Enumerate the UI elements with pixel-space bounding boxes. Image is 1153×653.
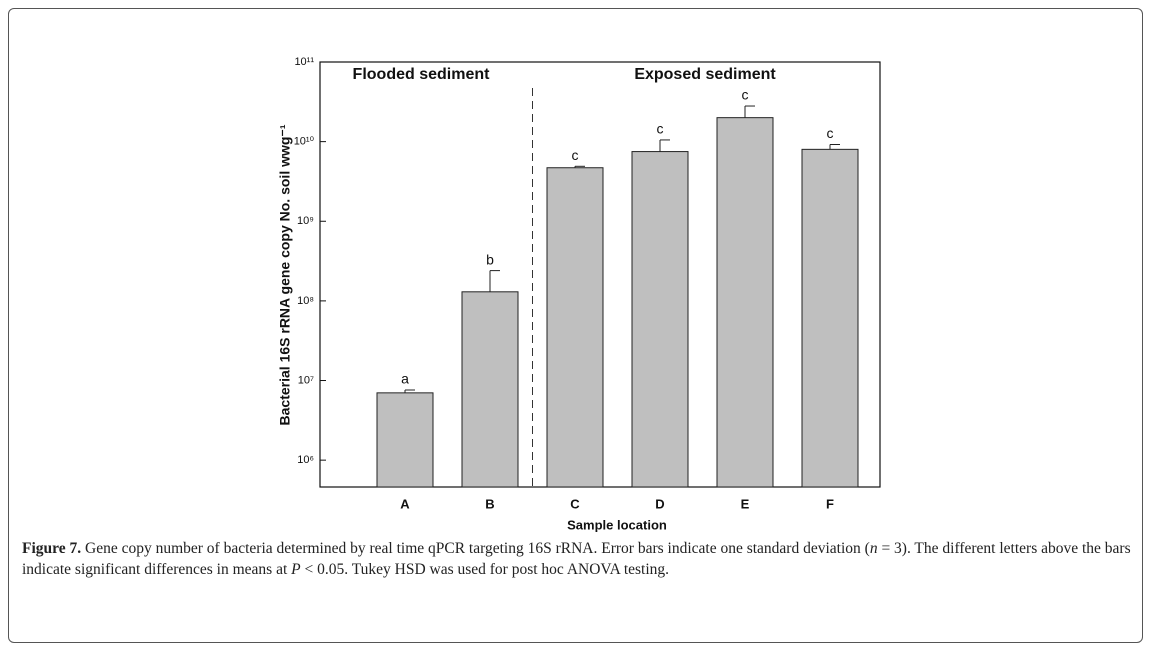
caption-label: Figure 7.	[22, 540, 82, 557]
caption-text: = 3). The different letters above the ba…	[22, 540, 1131, 578]
significance-letter: a	[401, 371, 409, 387]
significance-letter: c	[827, 125, 834, 141]
x-tick-label: B	[485, 496, 494, 511]
figure-frame	[8, 8, 1143, 643]
y-tick-label: 10¹⁰	[294, 136, 315, 148]
y-axis-label: Bacterial 16S rRNA gene copy No. soil ww…	[277, 124, 293, 425]
caption-italic: P	[291, 561, 301, 578]
significance-letter: b	[486, 251, 494, 267]
y-tick-label: 10⁶	[297, 454, 314, 466]
caption-italic: n	[869, 540, 878, 557]
x-tick-label: F	[826, 496, 834, 511]
y-tick-label: 10¹¹	[294, 56, 314, 68]
caption: Figure 7. Gene copy number of bacteria d…	[22, 538, 1132, 580]
x-tick-label: A	[400, 496, 410, 511]
bar	[631, 151, 689, 488]
significance-letter: c	[742, 87, 749, 103]
significance-letter: c	[657, 121, 664, 137]
bar	[376, 392, 434, 488]
y-tick-label: 10⁸	[297, 295, 314, 307]
y-tick-label: 10⁷	[298, 374, 314, 386]
x-tick-label: E	[741, 496, 750, 511]
x-axis-label: Sample location	[567, 517, 667, 532]
x-tick-label: C	[570, 496, 580, 511]
group-label: Flooded sediment	[353, 66, 491, 83]
y-tick-label: 10⁹	[297, 215, 314, 227]
x-tick-label: D	[655, 496, 664, 511]
significance-letter: c	[572, 147, 579, 163]
bar	[801, 148, 859, 488]
caption-text: Gene copy number of bacteria determined …	[85, 540, 870, 557]
bar	[546, 167, 604, 488]
group-label: Exposed sediment	[634, 66, 776, 83]
bar	[461, 291, 519, 488]
caption-text: < 0.05. Tukey HSD was used for post hoc …	[300, 561, 670, 578]
bar	[716, 117, 774, 488]
